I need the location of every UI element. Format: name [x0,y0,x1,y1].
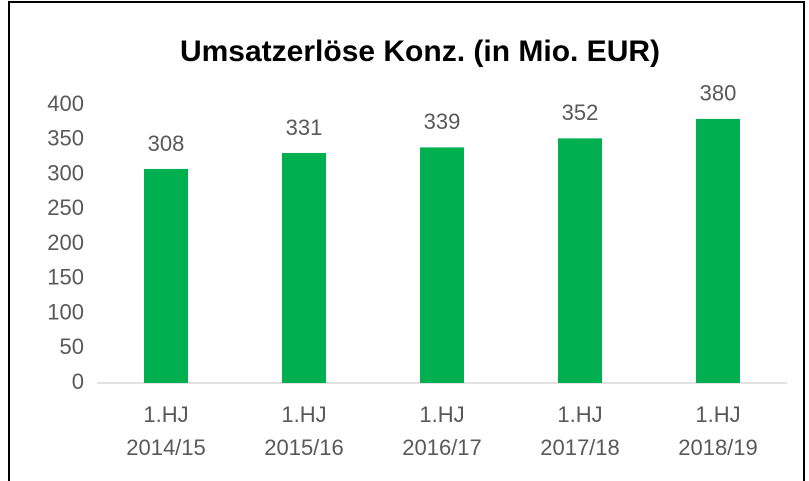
value-label: 380 [700,81,737,106]
bar [144,168,188,383]
frame [8,1,805,481]
y-tick-label: 150 [47,265,84,290]
x-tick-label: 1.HJ 2014/15 [126,402,206,460]
y-tick-label: 300 [47,160,84,185]
bar [696,118,740,384]
y-tick-label: 0 [72,369,84,394]
y-tick-label: 250 [47,195,84,220]
y-tick-label: 50 [60,334,84,359]
x-tick-label: 1.HJ 2017/18 [540,402,620,460]
y-tick-label: 100 [47,299,84,324]
x-tick-label: 1.HJ 2015/16 [264,402,344,460]
value-label: 339 [424,109,461,134]
y-tick-label: 200 [47,230,84,255]
x-tick-label: 1.HJ 2018/19 [678,402,758,460]
value-label: 308 [148,131,185,156]
bar [420,147,464,383]
value-label: 352 [562,100,599,125]
x-tick-label: 1.HJ 2016/17 [402,402,482,460]
bar [282,152,326,383]
y-tick-label: 350 [47,126,84,151]
bar [558,138,602,383]
chart-title: Umsatzerlöse Konz. (in Mio. EUR) [180,35,660,68]
y-tick-label: 400 [47,91,84,116]
value-label: 331 [286,115,323,140]
